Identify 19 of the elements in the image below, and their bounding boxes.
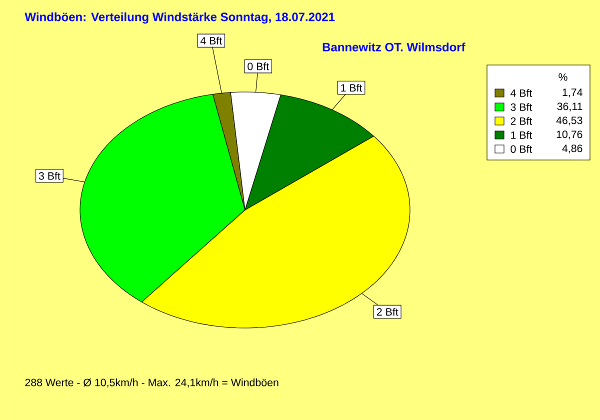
data-label: 1,74 <box>562 88 582 98</box>
slice-label: 4 Bft <box>200 36 222 45</box>
data-label: 36,11 <box>557 102 582 112</box>
slice-label: 1 Bft <box>341 84 362 92</box>
legend-title: % <box>558 73 568 81</box>
chart-subtitle: Bannewitz OT. Wilmsdorf <box>322 42 466 52</box>
data-label: 4,86 <box>562 144 582 154</box>
legend-label: 2 Bft <box>510 117 532 125</box>
slice-label: 2 Bft <box>376 308 398 316</box>
chart-title: Windböen: Verteilung Windstärke Sonntag, 18.07.2021 <box>24 12 335 24</box>
data-label: 10,76 <box>556 130 582 140</box>
legend-label: 1 Bft <box>511 131 532 139</box>
legend-label: 0 Bft <box>510 145 532 153</box>
legend-label: 3 Bft <box>510 103 532 111</box>
legend-label: 4 Bft <box>510 89 532 97</box>
text: 288 Werte - Ø 10,5km/h - Max. 24,1km/h = Windböen <box>25 378 278 388</box>
slice-label: 3 Bft <box>38 172 60 180</box>
slice-label: 0 Bft <box>248 62 270 70</box>
data-label: 46,53 <box>556 116 582 126</box>
